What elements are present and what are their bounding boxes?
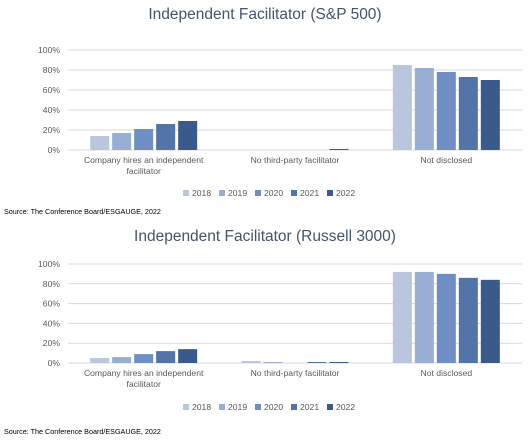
bar-2019 (263, 362, 283, 363)
legend-swatch-2022 (327, 404, 333, 410)
legend-label: 2018 (192, 402, 211, 412)
legend-label: 2022 (336, 188, 355, 198)
bar-2021 (156, 124, 176, 150)
legend-label: 2021 (300, 188, 319, 198)
y-tick-label: 80% (43, 65, 61, 75)
y-tick-label: 20% (43, 338, 61, 348)
bar-2020 (436, 72, 456, 150)
y-tick-label: 0% (48, 358, 61, 368)
bar-2018 (90, 358, 110, 363)
x-category-label: No third-party facilitator (251, 368, 340, 378)
bar-2018 (241, 361, 261, 363)
x-category-label: Company hires an independent (84, 155, 204, 165)
legend-label: 2019 (228, 402, 247, 412)
bar-2019 (414, 271, 434, 363)
bar-2022 (480, 80, 500, 150)
bar-2020 (436, 273, 456, 363)
x-category-label: Company hires an independent (84, 368, 204, 378)
legend-label: 2019 (228, 188, 247, 198)
x-category-label: facilitator (126, 166, 161, 176)
bar-2019 (414, 68, 434, 150)
x-category-label: facilitator (126, 379, 161, 389)
chart-title: Independent Facilitator (S&P 500) (148, 6, 382, 23)
y-tick-label: 100% (38, 45, 60, 55)
bar-2019 (112, 133, 132, 150)
legend-swatch-2020 (255, 404, 261, 410)
bar-2022 (480, 279, 500, 363)
x-category-label: Not disclosed (421, 368, 473, 378)
bar-2021 (458, 277, 478, 363)
legend-label: 2018 (192, 188, 211, 198)
legend-swatch-2022 (327, 190, 333, 196)
x-category-label: No third-party facilitator (251, 155, 340, 165)
legend-swatch-2021 (291, 404, 297, 410)
x-category-label: Not disclosed (421, 155, 473, 165)
bar-2022 (329, 362, 349, 363)
y-tick-label: 60% (43, 299, 61, 309)
y-tick-label: 40% (43, 318, 61, 328)
chart-title: Independent Facilitator (Russell 3000) (134, 228, 396, 245)
legend-swatch-2018 (183, 190, 189, 196)
y-tick-label: 100% (38, 259, 60, 269)
legend-swatch-2019 (219, 190, 225, 196)
bar-2022 (178, 121, 198, 150)
legend-label: 2022 (336, 402, 355, 412)
legend-label: 2020 (264, 402, 283, 412)
bar-2018 (392, 65, 412, 150)
y-tick-label: 20% (43, 125, 61, 135)
bar-2021 (458, 77, 478, 150)
bar-2021 (307, 362, 327, 363)
legend-swatch-2018 (183, 404, 189, 410)
bar-2018 (90, 136, 110, 150)
chart-sp500: Independent Facilitator (S&P 500) 0% 20% 4… (4, 6, 522, 216)
chart-source: Source: The Conference Board/ESGAUGE, 20… (4, 427, 161, 436)
chart-russell3000: Independent Facilitator (Russell 3000) 0… (0, 222, 530, 442)
bar-2022 (178, 349, 198, 363)
y-tick-label: 0% (48, 145, 61, 155)
y-tick-label: 60% (43, 85, 61, 95)
bar-2021 (156, 351, 176, 363)
chart-source: Source: The Conference Board/ESGAUGE, 20… (4, 207, 161, 216)
bar-2018 (392, 271, 412, 363)
bar-2022 (329, 149, 349, 150)
y-tick-label: 40% (43, 105, 61, 115)
bar-2020 (134, 354, 154, 363)
bar-2020 (134, 129, 154, 150)
legend-swatch-2019 (219, 404, 225, 410)
chart-sp500-svg: 0% 20% 40% 60% 80% 100% Company hires an indep… (38, 45, 522, 198)
legend-label: 2021 (300, 402, 319, 412)
y-tick-label: 80% (43, 279, 61, 289)
legend-swatch-2020 (255, 190, 261, 196)
legend-swatch-2021 (291, 190, 297, 196)
bar-2019 (112, 357, 132, 363)
chart-russell3000-svg: 0% 20% 40% 60% 80% 100% Company hires an indep… (38, 259, 522, 412)
legend-label: 2020 (264, 188, 283, 198)
